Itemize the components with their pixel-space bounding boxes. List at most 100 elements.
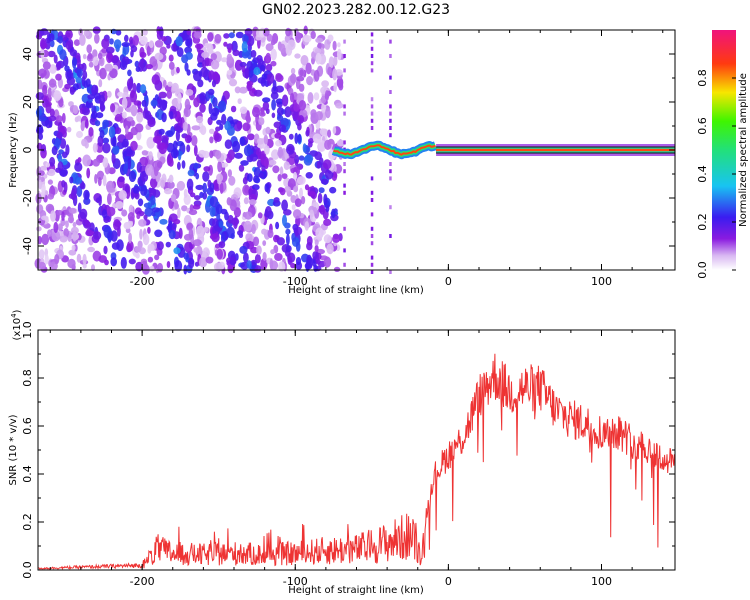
spectrogram-cell bbox=[35, 92, 44, 101]
spectrogram-cell bbox=[120, 257, 127, 269]
spectrogram-cell bbox=[279, 43, 286, 54]
spectrogram-cell bbox=[42, 84, 48, 97]
spectrogram-cell bbox=[126, 78, 134, 90]
spectrogram-cell bbox=[290, 195, 297, 203]
spectrogram-cell bbox=[272, 79, 277, 92]
spectrogram-cell bbox=[313, 92, 320, 101]
spectrogram-cell bbox=[285, 27, 292, 37]
spectrogram-cell bbox=[270, 91, 279, 100]
spectrogram-cell bbox=[94, 33, 100, 44]
spectrogram-cell bbox=[226, 53, 233, 64]
spectrogram-cell bbox=[91, 264, 95, 271]
spectrogram-cell bbox=[132, 35, 139, 46]
spectrogram-cell bbox=[193, 162, 199, 170]
spectrogram-cell bbox=[215, 204, 223, 215]
spectrogram-cell bbox=[305, 146, 311, 153]
spectrogram-cell bbox=[38, 170, 45, 177]
spectrogram-cell bbox=[319, 157, 324, 166]
spectrogram-cell bbox=[127, 69, 132, 77]
spectrogram-cell bbox=[389, 133, 392, 138]
spectrogram-cell bbox=[82, 263, 87, 269]
spectrogram-cell bbox=[304, 154, 314, 163]
spectrogram-cell bbox=[137, 240, 143, 249]
spectrogram-cell bbox=[291, 204, 296, 211]
spectrogram-cell bbox=[65, 40, 72, 50]
spectrogram-cell bbox=[305, 172, 313, 179]
spectrogram-cell bbox=[274, 253, 283, 261]
spectrogram-cell bbox=[293, 171, 298, 181]
spectrogram-cell bbox=[158, 128, 165, 135]
spectrogram-cells bbox=[34, 25, 392, 275]
spectrogram-cell bbox=[277, 150, 284, 158]
spectrogram-cell bbox=[332, 234, 341, 243]
spectrogram-cell bbox=[48, 168, 56, 177]
x-tick-label: 100 bbox=[591, 275, 612, 288]
spectrogram-cell bbox=[143, 214, 148, 220]
spectrogram-cell bbox=[317, 42, 322, 50]
spectrogram-cell bbox=[92, 142, 98, 153]
svg-text:(x104): (x104) bbox=[10, 309, 23, 340]
spectrogram-cell bbox=[157, 262, 163, 273]
spectrogram-cell bbox=[47, 50, 56, 58]
spectrogram-cell bbox=[76, 56, 81, 67]
spectrogram-cell bbox=[147, 256, 154, 263]
spectrogram-cell bbox=[324, 39, 331, 50]
spectrogram-cell bbox=[314, 239, 319, 246]
spectrogram-y-ticks: -40 -20 0 20 40 bbox=[21, 29, 675, 271]
spectrogram-cell bbox=[162, 79, 167, 88]
spectrogram-cell bbox=[141, 99, 147, 107]
y-tick-label: 40 bbox=[21, 47, 34, 61]
spectrogram-cell bbox=[288, 133, 294, 140]
spectrogram-cell bbox=[216, 248, 223, 260]
spectrogram-cell bbox=[168, 61, 175, 70]
spectrogram-cell bbox=[208, 88, 215, 96]
spectrogram-y-label: Frequency (Hz) bbox=[8, 112, 19, 188]
spectrogram-cell bbox=[76, 253, 82, 263]
spectrogram-cell bbox=[315, 52, 322, 65]
spectrogram-cell bbox=[124, 185, 130, 193]
spectrogram-cell bbox=[389, 75, 392, 80]
spectrogram-cell bbox=[389, 162, 392, 166]
spectrogram-cell bbox=[72, 230, 77, 242]
spectrogram-cell bbox=[45, 162, 50, 168]
spectrogram-cell bbox=[174, 260, 183, 272]
spectrogram-cell bbox=[210, 59, 220, 70]
spectrogram-cell bbox=[193, 97, 200, 108]
spectrogram-cell bbox=[188, 257, 195, 269]
spectrogram-cell bbox=[335, 102, 344, 109]
spectrogram-cell bbox=[115, 127, 122, 135]
spectrogram-cell bbox=[128, 258, 136, 265]
spectrogram-cell bbox=[305, 62, 312, 75]
spectrogram-cell bbox=[151, 207, 160, 213]
spectrogram-cell bbox=[67, 215, 75, 224]
spectrogram-cell bbox=[219, 220, 224, 228]
spectrogram-cell bbox=[49, 156, 56, 167]
spectrogram-cell bbox=[166, 43, 171, 49]
spectrogram-cell bbox=[215, 126, 221, 132]
spectrogram-cell bbox=[323, 256, 332, 268]
spectrogram-cell bbox=[87, 246, 95, 253]
spectrogram-x-label: Height of straight line (km) bbox=[288, 285, 424, 296]
spectrogram-cell bbox=[325, 107, 331, 119]
spectrogram-cell bbox=[239, 136, 246, 147]
spectrogram-cell bbox=[205, 199, 210, 207]
spectrogram-cell bbox=[128, 204, 134, 215]
y-tick-label: 0.2 bbox=[21, 513, 34, 531]
spectrogram-cell bbox=[214, 33, 222, 44]
spectrogram-cell bbox=[83, 189, 90, 200]
spectrogram-cell bbox=[76, 67, 83, 78]
spectrogram-cell bbox=[294, 132, 299, 145]
spectrogram-cell bbox=[135, 261, 144, 272]
spectrogram-cell bbox=[86, 44, 92, 54]
spectrogram-cell bbox=[290, 73, 297, 84]
spectrogram-cell bbox=[188, 228, 194, 240]
spectrogram-cell bbox=[258, 111, 266, 117]
spectrogram-cell bbox=[170, 194, 177, 202]
spectrogram-cell bbox=[147, 118, 156, 128]
spectrogram-cell bbox=[315, 227, 324, 239]
spectrogram-cell bbox=[159, 26, 164, 38]
spectrogram-cell bbox=[143, 202, 153, 209]
spectrogram-cell bbox=[315, 111, 324, 121]
y-tick-label: 0.8 bbox=[21, 369, 34, 387]
y-tick-label: 0.0 bbox=[21, 561, 34, 579]
